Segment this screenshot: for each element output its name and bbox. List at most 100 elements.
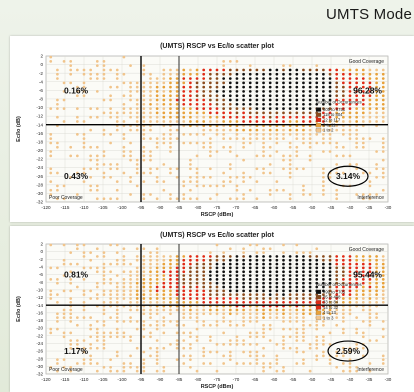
data-point xyxy=(155,98,159,102)
data-point xyxy=(62,90,66,93)
data-point xyxy=(342,331,345,335)
data-point xyxy=(342,297,345,300)
data-point xyxy=(302,77,305,80)
data-point xyxy=(195,98,199,102)
data-point xyxy=(202,350,206,354)
data-point xyxy=(275,289,279,293)
data-point xyxy=(62,335,66,339)
data-point xyxy=(335,128,339,132)
data-point xyxy=(142,102,146,106)
data-point xyxy=(209,115,212,119)
data-point xyxy=(169,274,172,277)
data-point xyxy=(115,115,119,119)
data-point xyxy=(182,68,186,72)
data-point xyxy=(56,77,59,80)
data-point xyxy=(142,120,146,123)
data-point xyxy=(142,365,146,369)
data-point xyxy=(215,323,219,327)
data-point xyxy=(162,262,166,266)
data-point xyxy=(142,358,146,362)
data-point xyxy=(95,247,99,251)
data-point xyxy=(308,369,312,373)
x-tick-label: -35 xyxy=(366,377,373,382)
data-point xyxy=(95,270,99,274)
x-tick-label: -65 xyxy=(252,377,259,382)
data-point xyxy=(288,145,292,149)
data-point xyxy=(255,316,259,319)
data-point xyxy=(195,68,199,72)
data-point xyxy=(82,362,86,365)
data-point xyxy=(242,145,245,149)
data-point xyxy=(162,316,166,319)
data-point xyxy=(155,362,159,365)
data-point xyxy=(175,90,179,93)
data-point xyxy=(315,72,319,76)
data-point xyxy=(335,77,339,80)
data-point xyxy=(202,255,206,258)
data-point xyxy=(355,133,358,136)
data-point xyxy=(129,278,132,281)
data-point xyxy=(115,312,119,316)
data-point xyxy=(228,262,232,266)
data-point xyxy=(242,255,245,258)
data-point xyxy=(282,64,285,68)
data-point xyxy=(109,270,112,274)
data-point xyxy=(315,68,319,72)
data-point xyxy=(275,77,279,80)
data-point xyxy=(142,115,146,119)
data-point xyxy=(235,111,239,115)
data-point xyxy=(62,331,66,335)
data-point xyxy=(69,297,73,300)
data-point xyxy=(102,289,106,293)
data-point xyxy=(122,111,126,115)
data-point xyxy=(62,81,66,85)
data-point xyxy=(135,90,139,93)
x-tick-label: -45 xyxy=(328,205,335,210)
data-point xyxy=(255,262,259,266)
data-point xyxy=(368,72,372,76)
data-point xyxy=(248,308,252,312)
data-point xyxy=(95,369,99,373)
data-point xyxy=(109,141,112,145)
data-point xyxy=(242,175,245,179)
data-point xyxy=(295,167,299,171)
data-point xyxy=(228,94,232,98)
data-point xyxy=(109,262,112,266)
data-point xyxy=(268,145,272,149)
data-point xyxy=(262,81,265,85)
data-point xyxy=(89,346,92,350)
legend-entry: 1 to 3 xyxy=(323,315,334,320)
data-point xyxy=(135,258,139,262)
data-point xyxy=(182,281,186,285)
data-point xyxy=(175,98,179,102)
data-point xyxy=(282,107,285,110)
data-point xyxy=(348,362,352,365)
data-point xyxy=(361,137,365,141)
data-point xyxy=(328,362,332,365)
data-point xyxy=(235,107,239,110)
data-point xyxy=(162,300,166,304)
data-point xyxy=(368,193,372,196)
data-point xyxy=(235,323,239,327)
data-point xyxy=(182,98,186,102)
data-point xyxy=(215,274,219,277)
x-tick-label: -85 xyxy=(176,205,183,210)
data-point xyxy=(182,102,186,106)
data-point xyxy=(242,115,245,119)
data-point xyxy=(129,293,132,297)
data-point xyxy=(202,107,206,110)
data-point xyxy=(381,107,385,110)
data-point xyxy=(361,90,365,93)
data-point xyxy=(255,308,259,312)
data-point xyxy=(209,184,212,188)
data-point xyxy=(268,258,272,262)
data-point xyxy=(95,297,99,300)
data-point xyxy=(248,270,252,274)
data-point xyxy=(381,145,385,149)
data-point xyxy=(315,258,319,262)
data-point xyxy=(295,327,299,331)
data-point xyxy=(262,270,265,274)
data-point xyxy=(322,308,325,312)
data-point xyxy=(228,115,232,119)
data-point xyxy=(235,258,239,262)
